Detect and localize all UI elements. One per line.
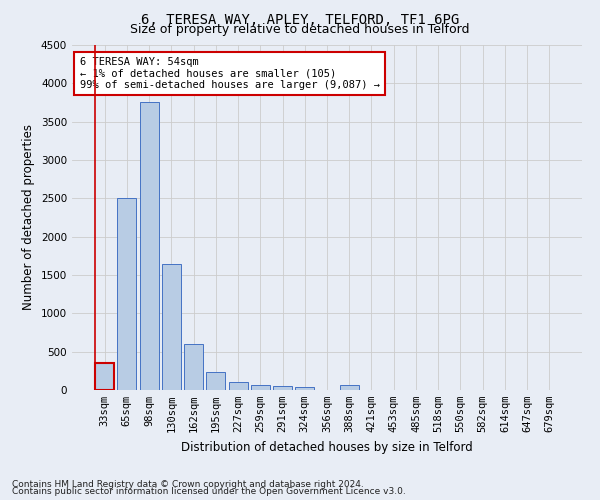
Bar [295,387,314,390]
Bar [340,384,359,390]
Bar [118,198,136,390]
X-axis label: Distribution of detached houses by size in Telford: Distribution of detached houses by size … [181,440,473,454]
Y-axis label: Number of detached properties: Number of detached properties [22,124,35,310]
Text: Contains HM Land Registry data © Crown copyright and database right 2024.: Contains HM Land Registry data © Crown c… [12,480,364,489]
Bar [184,344,203,390]
Bar [251,384,270,390]
Bar [229,382,248,390]
Text: 6, TERESA WAY, APLEY, TELFORD, TF1 6PG: 6, TERESA WAY, APLEY, TELFORD, TF1 6PG [141,12,459,26]
Text: 6 TERESA WAY: 54sqm
← 1% of detached houses are smaller (105)
99% of semi-detach: 6 TERESA WAY: 54sqm ← 1% of detached hou… [80,57,380,90]
Bar [162,264,181,390]
Text: Contains public sector information licensed under the Open Government Licence v3: Contains public sector information licen… [12,487,406,496]
Bar [95,363,114,390]
Bar [140,102,158,390]
Bar [206,372,225,390]
Text: Size of property relative to detached houses in Telford: Size of property relative to detached ho… [130,22,470,36]
Bar [273,386,292,390]
